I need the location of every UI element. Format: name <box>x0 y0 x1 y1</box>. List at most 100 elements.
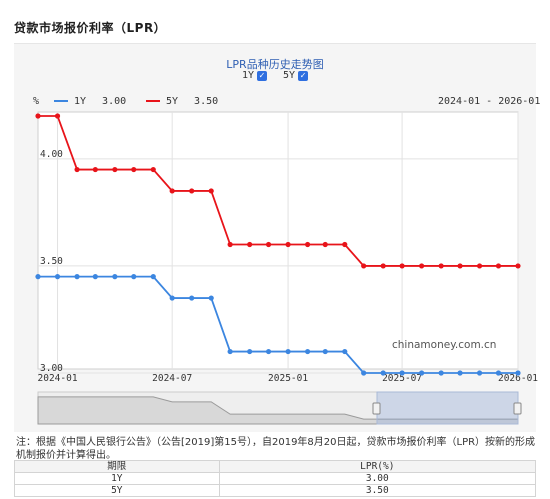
data-point-5Y <box>305 241 311 248</box>
table-cell-term: 1Y <box>14 472 220 485</box>
x-tick-label: 2025-07 <box>382 373 422 384</box>
legend-1y-swatch <box>54 100 68 102</box>
series-line-5Y <box>38 115 518 267</box>
data-point-5Y <box>399 263 405 269</box>
data-point-1Y <box>92 274 98 280</box>
x-tick-label: 2024-01 <box>38 373 78 384</box>
series-line-1Y <box>38 275 518 374</box>
data-point-5Y <box>189 188 195 194</box>
data-point-1Y <box>495 370 502 376</box>
data-point-5Y <box>380 263 386 269</box>
x-tick-label: 2024-07 <box>152 373 192 384</box>
data-point-5Y <box>419 263 425 269</box>
data-point-5Y <box>285 241 291 248</box>
page-title: 贷款市场报价利率（LPR） <box>14 21 167 35</box>
toggle-1y[interactable]: 1Y ✓ <box>242 70 267 81</box>
toggle-5y-label: 5Y <box>283 70 296 81</box>
data-point-5Y <box>515 263 521 269</box>
data-point-1Y <box>342 348 348 355</box>
series-toggles: 1Y ✓ 5Y ✓ <box>0 70 550 81</box>
data-point-5Y <box>342 241 348 248</box>
data-point-5Y <box>92 166 98 173</box>
data-point-5Y <box>438 263 444 269</box>
legend-1y-name: 1Y <box>74 96 87 107</box>
data-point-1Y <box>285 348 291 355</box>
data-point-1Y <box>169 295 175 301</box>
data-point-5Y <box>74 166 80 173</box>
data-point-1Y <box>265 348 272 355</box>
data-point-5Y <box>247 241 253 248</box>
data-point-1Y <box>476 370 483 376</box>
checkbox-5y-icon[interactable]: ✓ <box>298 70 309 81</box>
data-point-1Y <box>399 370 405 376</box>
data-point-1Y <box>457 370 463 376</box>
navigator-right-handle[interactable] <box>513 402 522 415</box>
x-tick-label: 2026-01 <box>498 373 538 384</box>
data-point-5Y <box>495 263 502 269</box>
y-tick-label: 3.00 <box>40 363 63 374</box>
table-header-term: 期限 <box>14 460 220 473</box>
legend-5y: 5Y 3.50 <box>146 96 218 108</box>
data-point-1Y <box>35 274 41 280</box>
data-point-1Y <box>380 370 386 376</box>
table-header-lpr: LPR(%) <box>218 460 537 473</box>
legend-1y-value: 3.00 <box>102 96 127 107</box>
navigator-left-handle[interactable] <box>372 402 381 415</box>
data-point-1Y <box>322 348 328 355</box>
legend-5y-swatch <box>146 100 160 102</box>
table-row: 5Y 3.50 <box>14 484 537 497</box>
chart-title: LPR品种历史走势图 <box>226 58 324 71</box>
data-point-5Y <box>322 241 328 248</box>
title-divider <box>14 43 536 44</box>
data-point-1Y <box>361 370 367 376</box>
plot-area <box>37 111 519 370</box>
data-point-1Y <box>74 274 80 280</box>
unit-label: % <box>33 96 40 107</box>
table-cell-term: 5Y <box>14 484 220 497</box>
data-point-5Y <box>208 188 214 194</box>
data-point-1Y <box>150 274 156 280</box>
data-point-5Y <box>476 263 483 269</box>
watermark-text: chinamoney.com.cn <box>392 339 496 351</box>
legend-5y-value: 3.50 <box>194 96 219 107</box>
table-cell-rate: 3.50 <box>218 484 537 497</box>
data-point-1Y <box>419 370 425 376</box>
data-point-5Y <box>457 263 463 269</box>
data-point-1Y <box>247 348 253 355</box>
navigator-selection[interactable] <box>376 391 519 425</box>
navigator-area <box>37 396 519 425</box>
footnote: 注：根据《中国人民银行公告》（公告[2019]第15号），自2019年8月20日… <box>16 437 536 461</box>
lpr-table: 期限 LPR(%) 1Y 3.00 5Y 3.50 <box>14 460 537 497</box>
x-tick-label: 2025-01 <box>268 373 308 384</box>
y-tick-label: 3.50 <box>40 256 63 267</box>
data-point-1Y <box>131 274 137 280</box>
data-point-5Y <box>150 166 156 173</box>
data-point-1Y <box>227 348 233 355</box>
data-point-1Y <box>305 348 311 355</box>
data-point-5Y <box>131 166 137 173</box>
data-point-5Y <box>54 113 61 119</box>
checkbox-1y-icon[interactable]: ✓ <box>256 70 267 81</box>
data-point-5Y <box>227 241 233 248</box>
table-cell-rate: 3.00 <box>218 472 537 485</box>
data-point-1Y <box>54 274 61 280</box>
toggle-5y[interactable]: 5Y ✓ <box>283 70 309 81</box>
data-point-1Y <box>208 295 214 301</box>
data-point-5Y <box>169 188 175 194</box>
y-tick-label: 4.00 <box>40 149 63 160</box>
data-point-1Y <box>189 295 195 301</box>
data-point-1Y <box>515 370 521 376</box>
legend-5y-name: 5Y <box>166 96 179 107</box>
legend-1y: 1Y 3.00 <box>54 96 126 108</box>
data-point-5Y <box>112 166 118 173</box>
toggle-1y-label: 1Y <box>241 70 254 81</box>
data-point-1Y <box>438 370 444 376</box>
table-row: 1Y 3.00 <box>14 472 537 485</box>
lpr-line-chart: 2024-01 2024-07 2025-01 2025-07 2026-01 4.00 3… <box>35 111 538 425</box>
table-header-row: 期限 LPR(%) <box>14 460 537 473</box>
data-point-5Y <box>265 241 272 248</box>
data-point-5Y <box>361 263 367 269</box>
date-range: 2024-01 - 2026-01 <box>438 96 541 107</box>
data-point-5Y <box>35 113 41 119</box>
data-point-1Y <box>112 274 118 280</box>
